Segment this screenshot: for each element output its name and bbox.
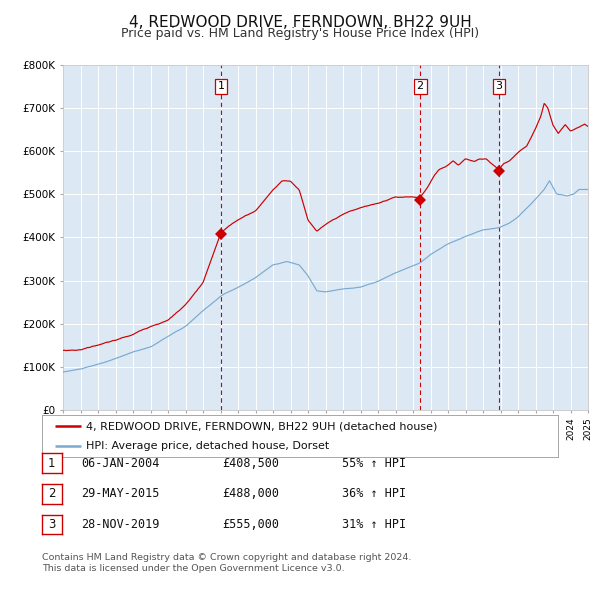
Text: This data is licensed under the Open Government Licence v3.0.: This data is licensed under the Open Gov… (42, 565, 344, 573)
Text: 2: 2 (416, 81, 424, 91)
Text: 36% ↑ HPI: 36% ↑ HPI (342, 487, 406, 500)
Text: 1: 1 (217, 81, 224, 91)
Text: 3: 3 (496, 81, 502, 91)
Text: 2: 2 (48, 487, 56, 500)
Text: Price paid vs. HM Land Registry's House Price Index (HPI): Price paid vs. HM Land Registry's House … (121, 27, 479, 40)
Text: 1: 1 (48, 457, 56, 470)
Text: 3: 3 (48, 518, 56, 531)
Text: 28-NOV-2019: 28-NOV-2019 (81, 518, 160, 531)
Text: 55% ↑ HPI: 55% ↑ HPI (342, 457, 406, 470)
Text: Contains HM Land Registry data © Crown copyright and database right 2024.: Contains HM Land Registry data © Crown c… (42, 553, 412, 562)
Text: 4, REDWOOD DRIVE, FERNDOWN, BH22 9UH (detached house): 4, REDWOOD DRIVE, FERNDOWN, BH22 9UH (de… (86, 421, 437, 431)
Text: 31% ↑ HPI: 31% ↑ HPI (342, 518, 406, 531)
Text: 29-MAY-2015: 29-MAY-2015 (81, 487, 160, 500)
Text: HPI: Average price, detached house, Dorset: HPI: Average price, detached house, Dors… (86, 441, 329, 451)
Text: £408,500: £408,500 (222, 457, 279, 470)
Text: £488,000: £488,000 (222, 487, 279, 500)
Text: 06-JAN-2004: 06-JAN-2004 (81, 457, 160, 470)
Text: £555,000: £555,000 (222, 518, 279, 531)
Text: 4, REDWOOD DRIVE, FERNDOWN, BH22 9UH: 4, REDWOOD DRIVE, FERNDOWN, BH22 9UH (128, 15, 472, 30)
